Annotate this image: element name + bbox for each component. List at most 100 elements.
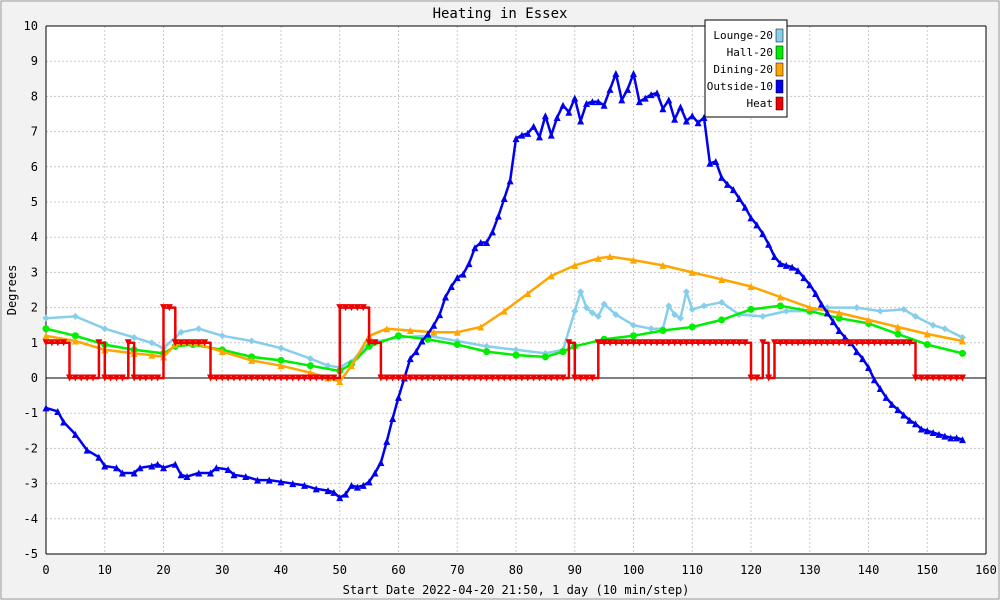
data-point (724, 339, 731, 347)
series-heat (42, 304, 966, 382)
data-point (553, 374, 561, 382)
data-point (888, 400, 896, 408)
data-point (154, 374, 162, 382)
data-point (207, 374, 214, 382)
x-tick-label: 150 (916, 563, 938, 577)
data-point (953, 434, 961, 442)
y-tick-label: -2 (24, 441, 38, 455)
data-point (600, 300, 608, 308)
data-point (782, 339, 790, 347)
y-tick-label: -1 (24, 406, 38, 420)
data-point (336, 494, 344, 502)
data-point (436, 374, 444, 382)
series-line-lounge-20 (45, 290, 964, 369)
data-point (477, 374, 485, 382)
data-point (577, 288, 585, 296)
data-point (271, 374, 279, 382)
data-point (959, 334, 966, 342)
data-point (465, 260, 473, 268)
data-point (818, 300, 825, 308)
data-point (118, 374, 126, 382)
data-point (718, 275, 726, 283)
data-point (453, 328, 461, 336)
y-tick-label: 0 (31, 371, 38, 385)
legend-label: Hall-20 (727, 46, 773, 59)
x-axis-label: Start Date 2022-04-20 21:50, 1 day (10 m… (343, 583, 690, 597)
data-point (395, 393, 402, 401)
data-point (71, 312, 79, 320)
data-point (577, 374, 585, 382)
data-point (348, 362, 355, 370)
data-point (741, 203, 749, 211)
y-tick-label: 2 (31, 301, 38, 315)
data-point (324, 374, 332, 382)
data-point (706, 159, 714, 167)
data-point (917, 374, 925, 382)
data-point (436, 311, 444, 319)
data-point (624, 85, 632, 93)
data-point (712, 158, 720, 166)
data-point (853, 304, 861, 312)
data-point (318, 374, 326, 382)
legend-swatch (775, 62, 784, 77)
series-layer (42, 70, 966, 502)
data-point (659, 339, 667, 347)
data-point (177, 339, 185, 347)
data-point (230, 374, 238, 382)
data-point (876, 385, 884, 393)
data-point (553, 114, 561, 122)
data-point (365, 478, 373, 486)
data-point (541, 112, 549, 120)
data-point (189, 339, 197, 347)
data-point (424, 374, 432, 382)
y-tick-label: 1 (31, 336, 38, 350)
data-point (647, 91, 655, 99)
data-point (212, 374, 220, 382)
data-point (888, 339, 896, 347)
data-point (71, 430, 79, 438)
y-tick-label: -4 (24, 512, 38, 526)
data-point (530, 122, 538, 130)
data-point (547, 374, 555, 382)
data-point (923, 341, 931, 349)
x-tick-label: 20 (156, 563, 170, 577)
data-point (694, 339, 702, 347)
data-point (759, 312, 767, 320)
data-point (700, 302, 708, 310)
data-point (447, 374, 455, 382)
data-point (312, 374, 320, 382)
data-point (453, 341, 461, 349)
data-point (729, 339, 737, 347)
data-point (201, 339, 209, 347)
data-point (600, 339, 608, 347)
data-point (806, 281, 814, 289)
data-point (900, 339, 908, 347)
data-point (165, 304, 173, 312)
data-point (606, 253, 614, 261)
data-point (571, 261, 579, 269)
data-point (559, 101, 567, 109)
data-point (765, 240, 773, 248)
data-point (342, 490, 350, 498)
data-point (923, 374, 931, 382)
data-point (594, 339, 602, 347)
data-point (747, 214, 755, 222)
data-point (424, 330, 432, 338)
data-point (377, 374, 385, 382)
x-tick-label: 70 (450, 563, 464, 577)
data-point (635, 339, 643, 347)
data-point (659, 105, 667, 113)
data-point (588, 309, 596, 317)
data-point (148, 462, 156, 470)
data-point (483, 238, 491, 246)
data-point (483, 348, 491, 356)
data-point (248, 356, 256, 364)
data-point (565, 339, 573, 347)
data-point (60, 339, 68, 347)
data-point (500, 307, 508, 315)
data-point (148, 374, 156, 382)
data-point (630, 339, 637, 347)
data-point (71, 374, 79, 382)
data-point (771, 339, 778, 347)
